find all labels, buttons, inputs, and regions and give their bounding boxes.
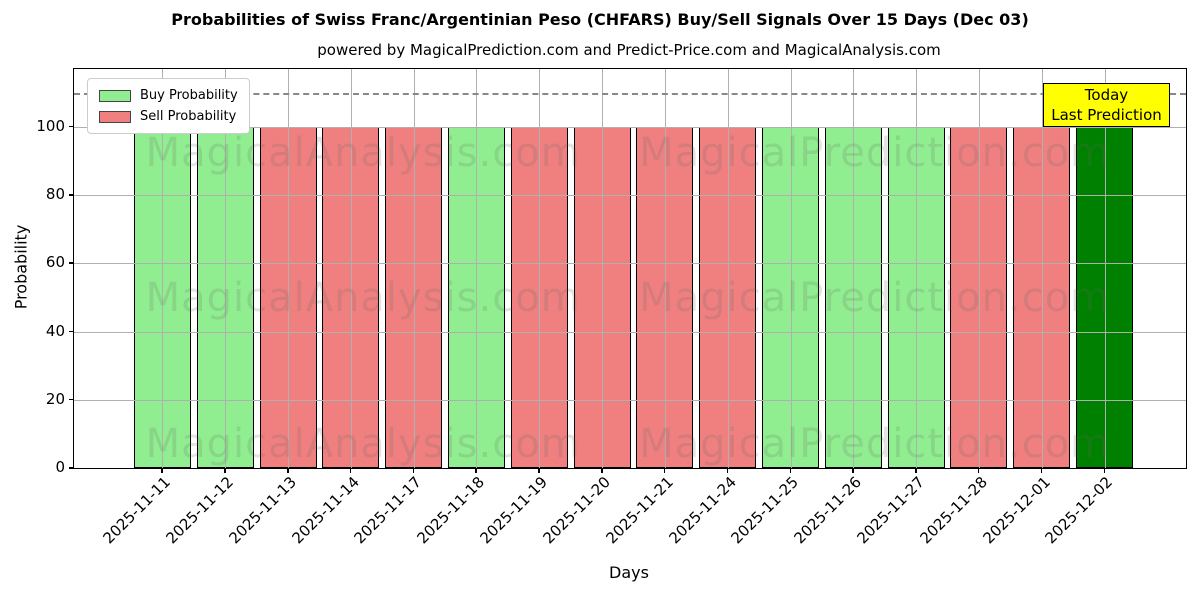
grid-line-v [225, 69, 227, 468]
grid-line-h [74, 399, 1186, 401]
y-tick-label: 60 [45, 253, 65, 272]
y-tick-mark [69, 467, 73, 469]
x-tick-mark [977, 468, 980, 473]
x-tick-label: 2025-11-19 [476, 473, 552, 548]
sell-swatch-icon [99, 110, 131, 123]
x-tick-mark [663, 468, 666, 473]
x-tick-mark [161, 468, 163, 473]
y-tick-label: 0 [55, 458, 65, 476]
legend-label-buy: Buy Probability [140, 88, 238, 103]
legend-label-sell: Sell Probability [140, 109, 237, 124]
grid-line-v [162, 69, 164, 468]
x-tick-mark [601, 468, 603, 473]
chart-subtitle: powered by MagicalPrediction.com and Pre… [317, 41, 941, 59]
today-annotation-line1: Today [1084, 86, 1129, 104]
grid-line-v [727, 69, 729, 468]
y-tick-mark [69, 398, 73, 401]
x-tick-mark [475, 468, 477, 473]
y-tick-label: 20 [45, 389, 65, 408]
watermark-text: MagicalPrediction.com [639, 275, 1111, 322]
watermark-text: MagicalAnalysis.com [145, 421, 581, 468]
legend-entry-buy: Buy Probability [99, 85, 238, 106]
y-tick-mark [69, 262, 73, 264]
x-tick-mark [1040, 468, 1043, 473]
grid-line-v [602, 69, 604, 468]
grid-line-v [413, 69, 415, 468]
grid-line-v [288, 69, 290, 468]
x-tick-label: 2025-11-21 [602, 473, 677, 548]
y-tick-label: 80 [45, 185, 65, 204]
watermark-text: MagicalAnalysis.com [145, 275, 581, 322]
x-tick-mark [412, 468, 415, 473]
today-annotation: Today Last Prediction [1043, 83, 1170, 127]
today-annotation-line2: Last Prediction [1051, 106, 1162, 124]
grid-line-v [350, 69, 352, 468]
grid-line-v [790, 69, 792, 468]
threshold-line [74, 92, 1186, 95]
legend: Buy Probability Sell Probability [87, 78, 250, 134]
y-tick-mark [69, 330, 73, 333]
x-tick-label: 2025-11-11 [99, 473, 175, 548]
x-tick-mark [726, 468, 729, 473]
x-tick-mark [1103, 468, 1106, 473]
grid-line-v [1041, 69, 1043, 468]
buy-swatch-icon [99, 89, 131, 102]
watermark-text: MagicalPrediction.com [639, 421, 1111, 468]
grid-line-h [74, 195, 1186, 197]
x-tick-mark [349, 468, 352, 473]
x-tick-mark [287, 468, 289, 473]
grid-line-h [74, 263, 1186, 265]
chart-title: Probabilities of Swiss Franc/Argentinian… [171, 10, 1029, 29]
x-axis-label: Days [609, 563, 649, 582]
x-tick-label: 2025-11-12 [162, 473, 237, 548]
x-tick-label: 2025-11-26 [790, 473, 866, 548]
y-tick-mark [69, 125, 73, 128]
y-tick-label: 40 [45, 321, 65, 340]
grid-line-v [476, 69, 478, 468]
watermark-text: MagicalAnalysis.com [145, 129, 581, 176]
y-tick-mark [69, 194, 73, 196]
grid-line-v [539, 69, 541, 468]
grid-line-v [853, 69, 855, 468]
x-tick-mark [538, 468, 540, 473]
x-tick-mark [789, 468, 792, 473]
y-tick-label: 100 [36, 116, 65, 135]
x-tick-label: 2025-11-20 [539, 473, 614, 548]
grid-line-v [978, 69, 980, 468]
grid-line-v [1104, 69, 1106, 468]
x-tick-mark [224, 468, 226, 473]
grid-line-h [74, 331, 1186, 333]
x-tick-label: 2025-11-13 [225, 473, 300, 548]
legend-entry-sell: Sell Probability [99, 106, 238, 127]
grid-line-h [74, 126, 1186, 128]
grid-line-v [916, 69, 918, 468]
x-tick-mark [852, 468, 854, 473]
watermark-text: MagicalPrediction.com [639, 129, 1111, 176]
x-tick-mark [915, 468, 917, 473]
x-tick-label: 2025-11-28 [916, 473, 991, 548]
grid-line-v [664, 69, 666, 468]
x-tick-label: 2025-11-27 [853, 473, 928, 548]
x-tick-label: 2025-11-18 [413, 473, 489, 548]
plot-area: Buy Probability Sell Probability Today L… [73, 68, 1187, 469]
